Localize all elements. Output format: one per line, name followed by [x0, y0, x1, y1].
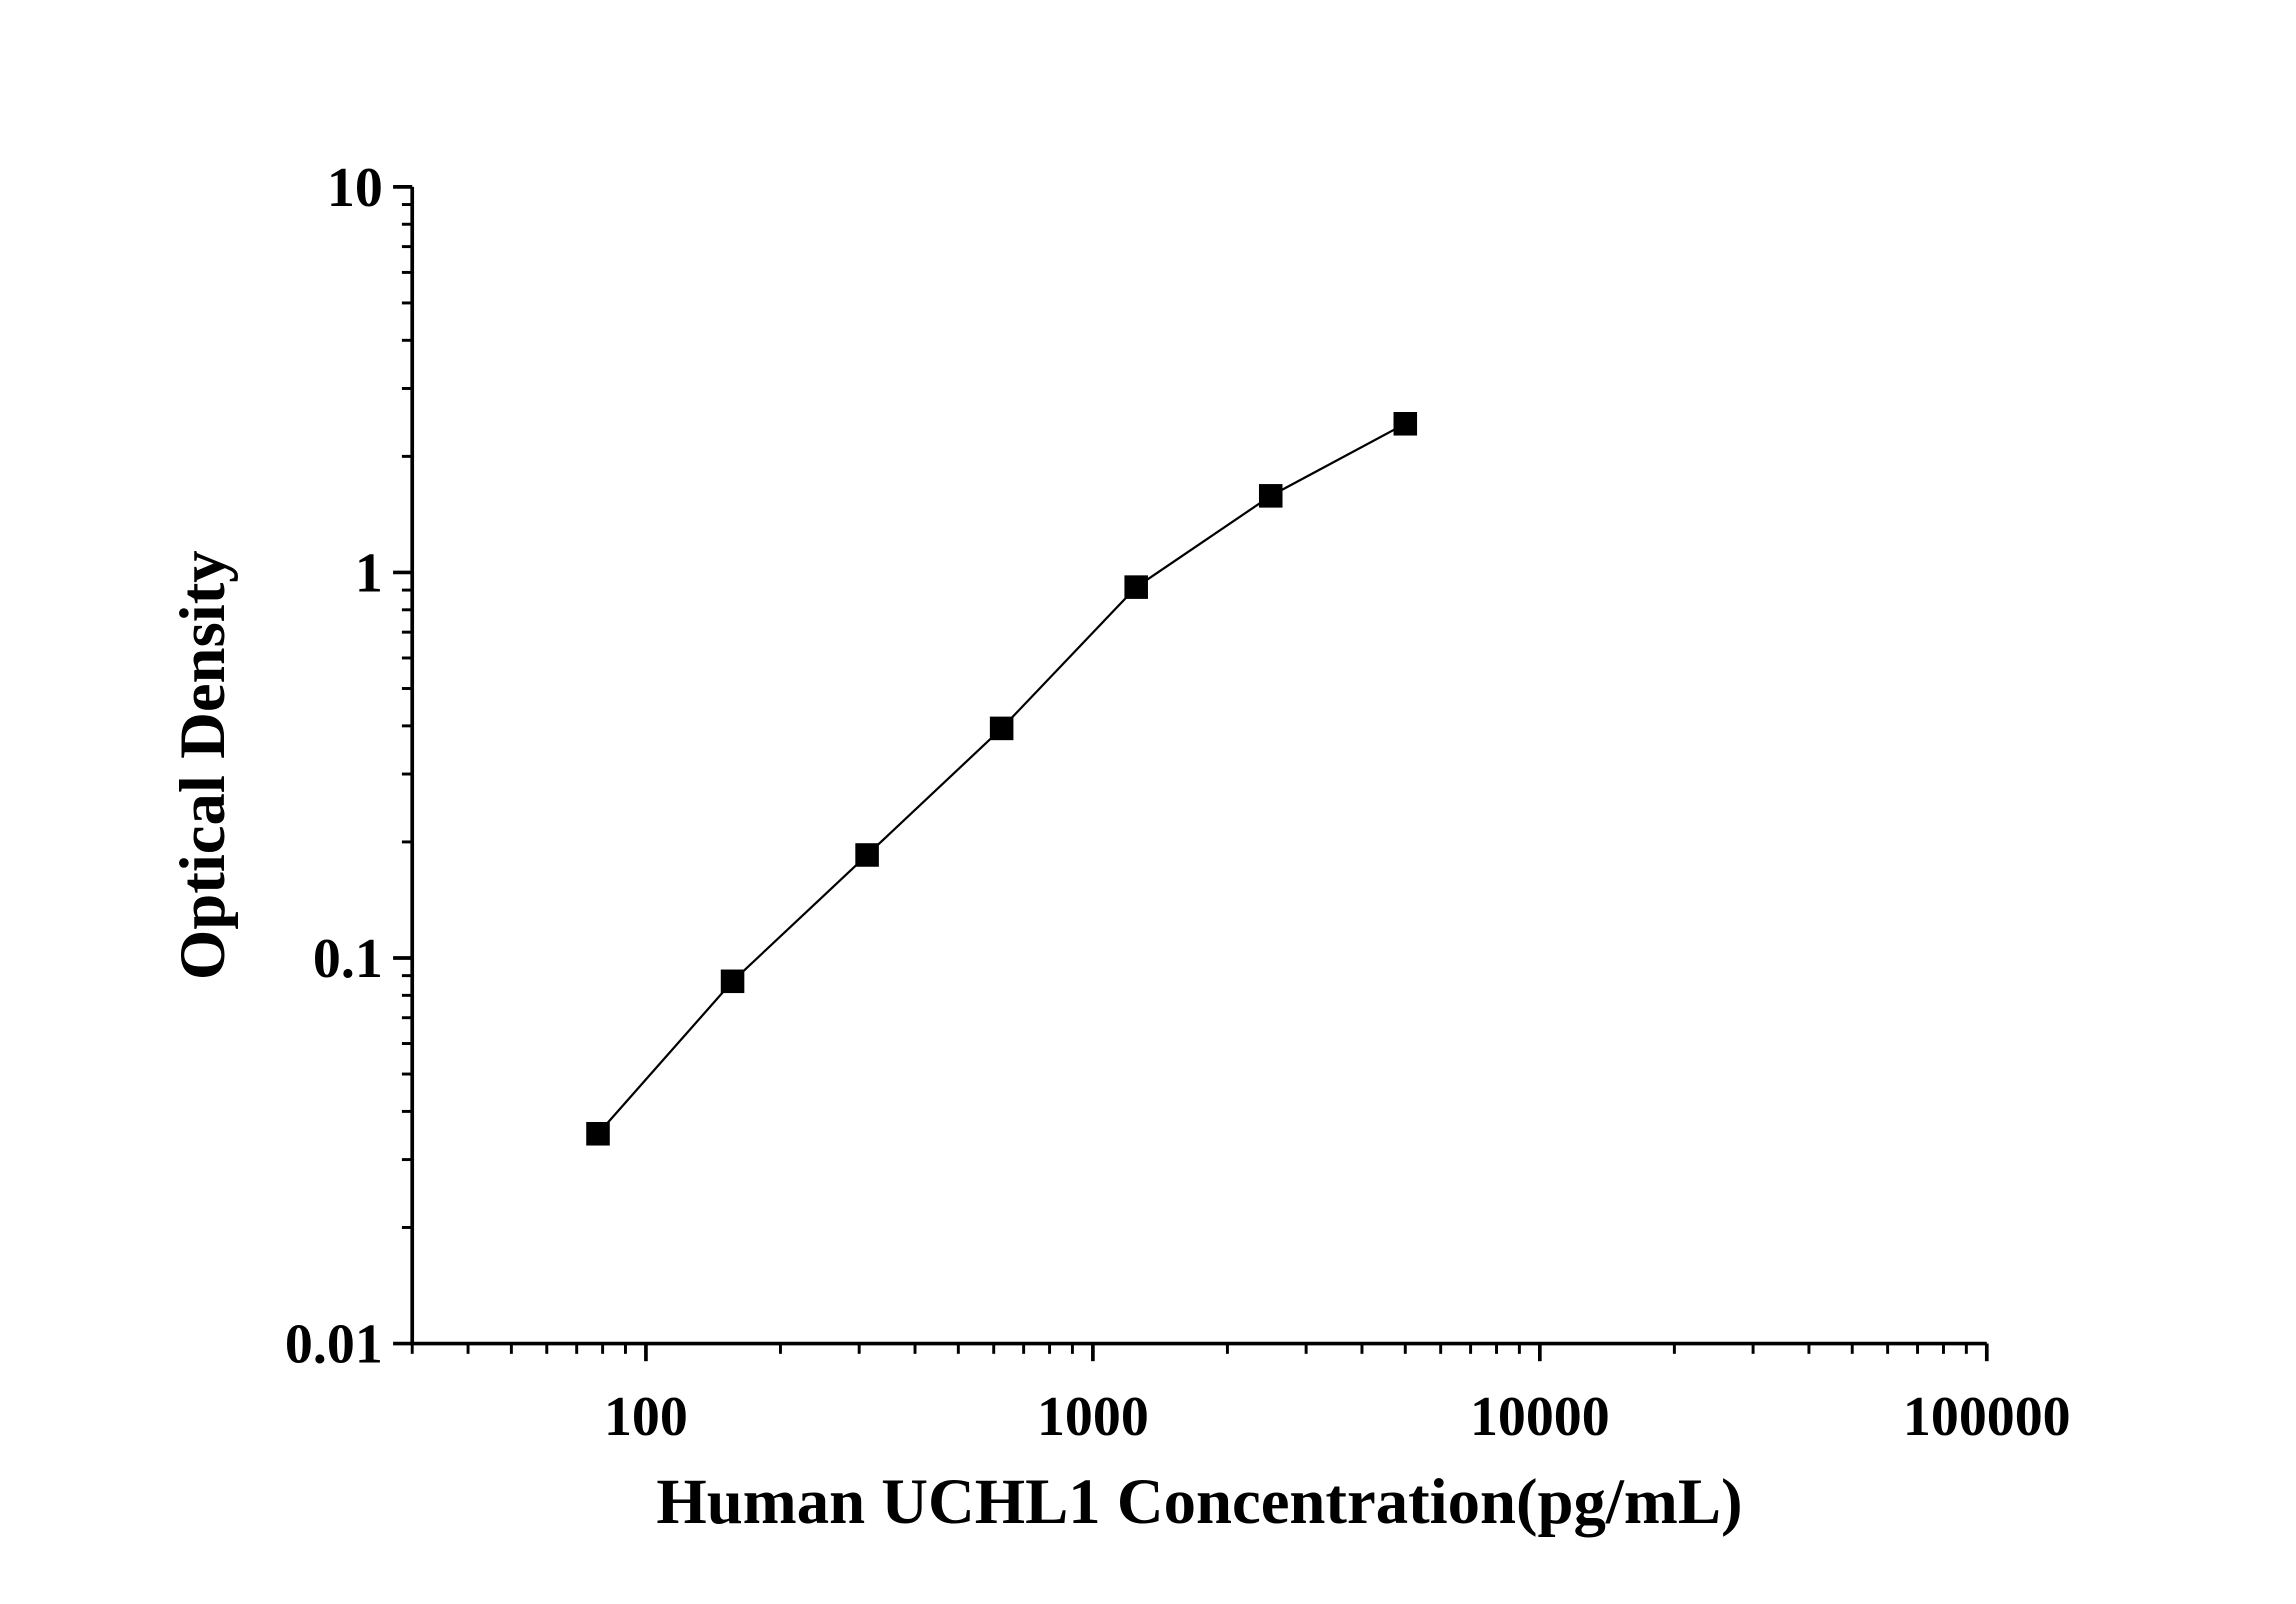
axes: 100 1000 10000 100000 0.01 0.1 1 10 — [285, 157, 2071, 1448]
data-point — [1124, 575, 1148, 599]
curve-line — [597, 422, 1406, 1135]
x-tick-label: 1000 — [1037, 1386, 1149, 1448]
data-point — [1393, 411, 1418, 436]
data-marks — [586, 411, 1418, 1146]
x-axis-title: Human UCHL1 Concentration(pg/mL) — [656, 1466, 1742, 1538]
x-tick-label: 10000 — [1470, 1386, 1610, 1448]
y-tick-label: 0.1 — [313, 928, 383, 990]
y-tick-label: 1 — [355, 543, 383, 605]
data-point — [720, 969, 745, 994]
y-axis-title: Optical Density — [167, 550, 239, 980]
x-tick-label: 100 — [604, 1386, 688, 1448]
data-point — [586, 1121, 610, 1146]
y-tick-label: 0.01 — [285, 1314, 383, 1376]
data-point — [855, 843, 879, 867]
x-tick-label: 100000 — [1903, 1386, 2071, 1448]
data-point — [1258, 484, 1283, 508]
y-tick-label: 10 — [327, 157, 383, 219]
data-point — [989, 716, 1014, 741]
